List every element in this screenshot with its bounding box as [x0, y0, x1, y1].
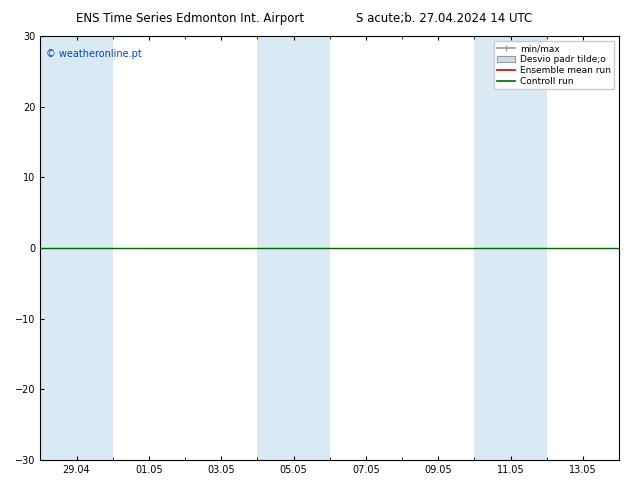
- Bar: [41, 36, 77, 460]
- Bar: [474, 36, 547, 460]
- Text: ENS Time Series Edmonton Int. Airport: ENS Time Series Edmonton Int. Airport: [76, 12, 304, 25]
- Legend: min/max, Desvio padr tilde;o, Ensemble mean run, Controll run: min/max, Desvio padr tilde;o, Ensemble m…: [494, 41, 614, 89]
- Bar: [257, 36, 330, 460]
- Text: S acute;b. 27.04.2024 14 UTC: S acute;b. 27.04.2024 14 UTC: [356, 12, 532, 25]
- Text: © weatheronline.pt: © weatheronline.pt: [46, 49, 142, 59]
- Bar: [77, 36, 113, 460]
